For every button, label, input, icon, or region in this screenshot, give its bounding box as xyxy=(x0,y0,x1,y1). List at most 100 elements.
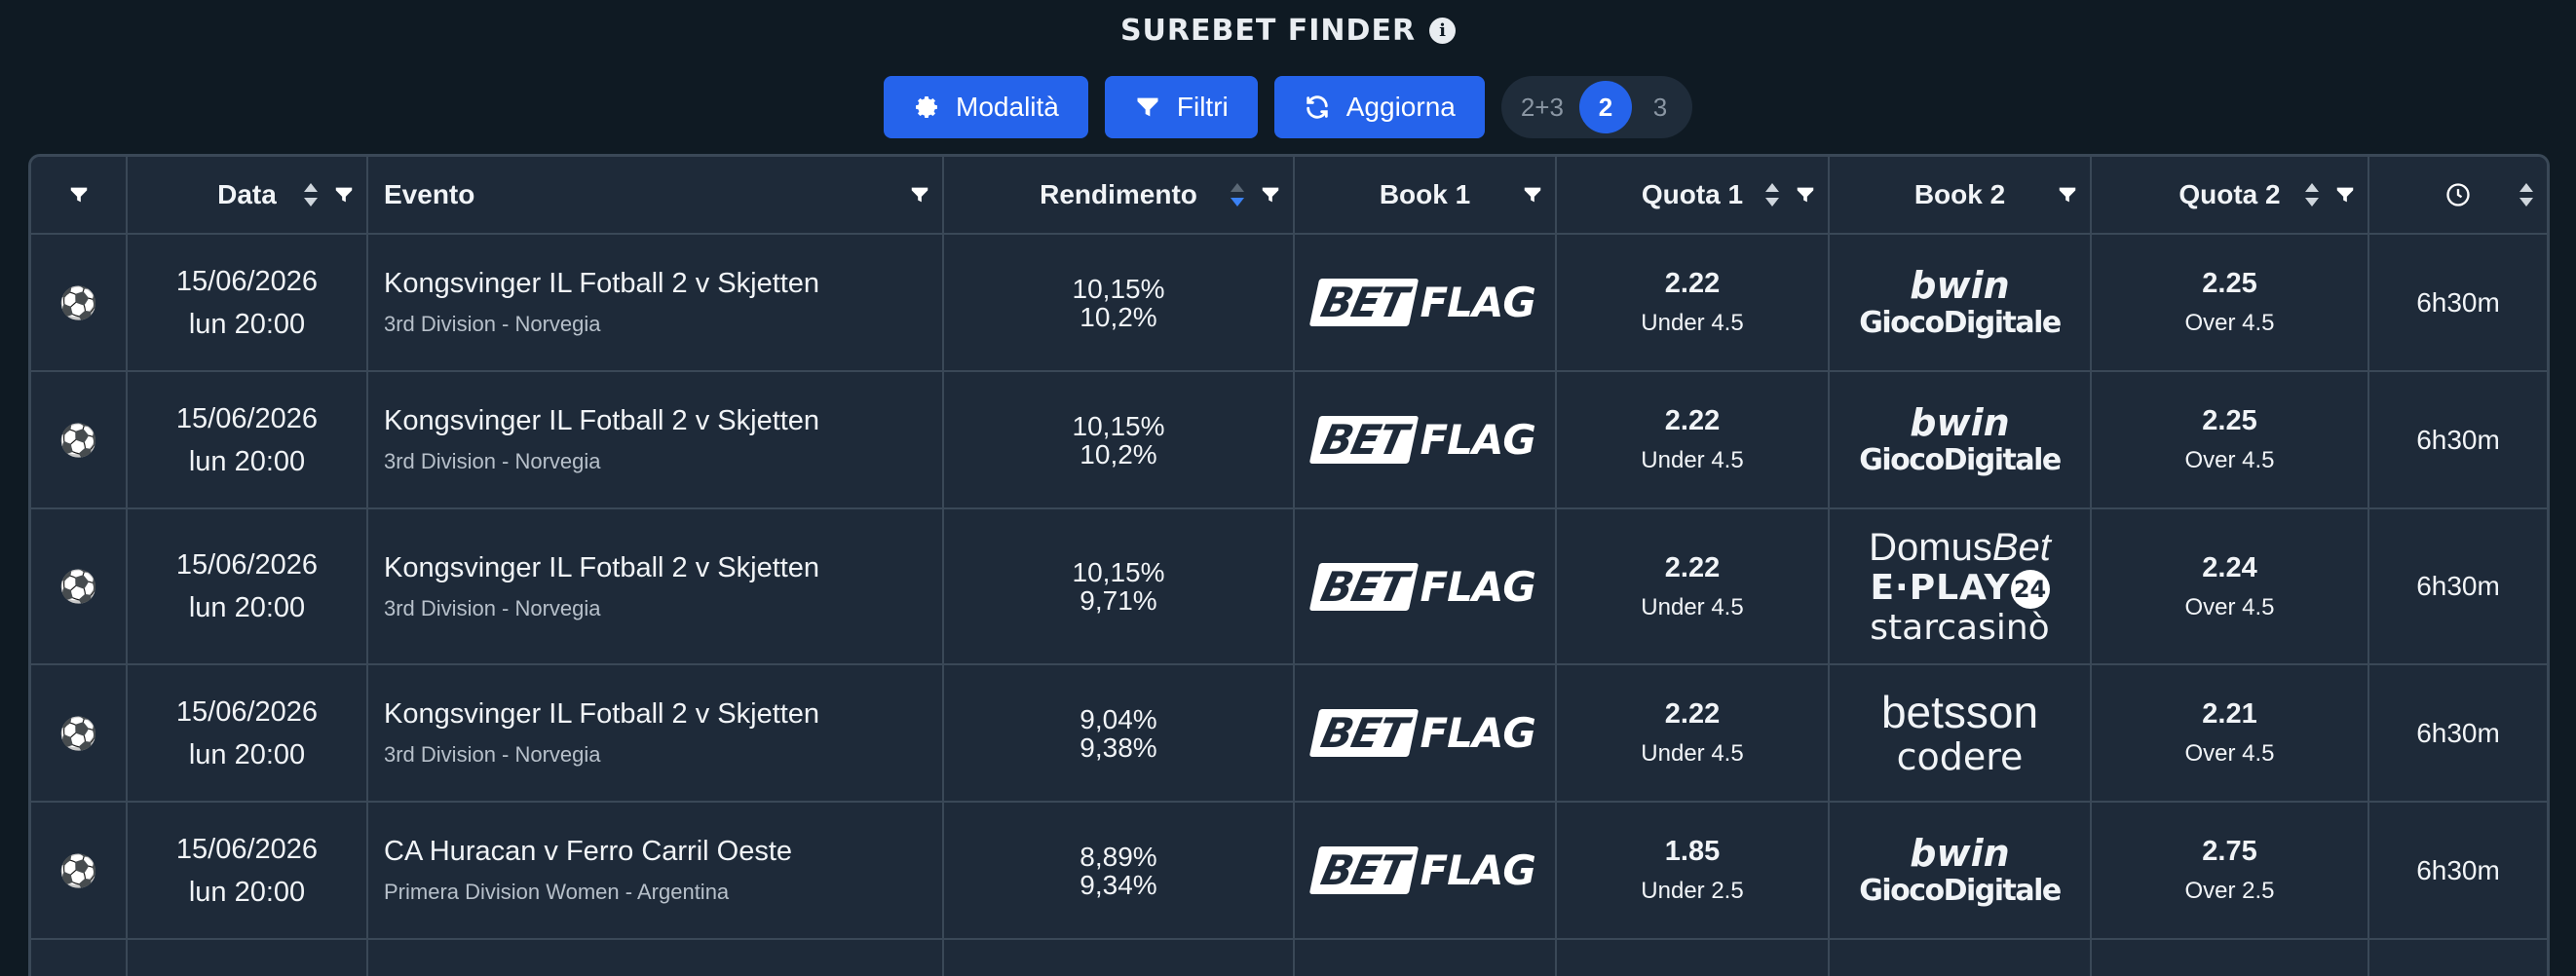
betflag-logo[interactable]: BET FLAG xyxy=(1308,846,1536,894)
event-name[interactable]: Kongsvinger IL Fotball 2 v Skjetten xyxy=(384,268,820,299)
time-remaining: 6h30m xyxy=(2368,234,2547,372)
quota1-market: Under 2.5 xyxy=(1641,878,1744,904)
event-date: 15/06/2026 xyxy=(175,695,319,728)
codere-logo[interactable]: codere xyxy=(1896,734,2024,778)
table-row[interactable]: ⚽ 15/06/2026 lun 20:00 Kongsvinger IL Fot… xyxy=(31,234,2547,372)
event-date: 15/06/2026 xyxy=(175,549,319,581)
giocodigitale-logo[interactable]: GiocoDigitale xyxy=(1859,305,2062,340)
filtri-button[interactable]: Filtri xyxy=(1104,76,1258,138)
event-league: 3rd Division - Norvegia xyxy=(384,595,601,620)
data-column-header[interactable]: Data xyxy=(127,157,368,235)
modalita-button[interactable]: Modalità xyxy=(884,76,1088,138)
event-time: lun 20:00 xyxy=(188,308,306,340)
soccer-ball-icon: ⚽ xyxy=(58,569,98,604)
clock-icon xyxy=(2446,183,2470,206)
soccer-ball-icon: ⚽ xyxy=(58,284,98,320)
bwin-logo[interactable]: bwin xyxy=(1910,401,2010,445)
event-name[interactable]: Kongsvinger IL Fotball 2 v Skjetten xyxy=(384,551,820,583)
rendimento-value-2: 9,38% xyxy=(1080,732,1157,763)
sort-icon[interactable] xyxy=(2518,181,2535,208)
bwin-logo[interactable]: bwin xyxy=(1910,264,2010,308)
sort-icon[interactable] xyxy=(302,181,320,208)
table-row[interactable]: ⚽ 15/06/2026 lun 20:00 Kongsvinger IL Fot… xyxy=(31,508,2547,665)
toolbar: Modalità Filtri Aggiorna 2+3 2 3 xyxy=(0,76,2576,138)
rendimento-header-label: Rendimento xyxy=(1040,179,1197,209)
sort-desc-icon[interactable] xyxy=(1229,181,1246,208)
book1-column-header[interactable]: Book 1 xyxy=(1294,157,1557,235)
quota2-column-header[interactable]: Quota 2 xyxy=(2091,157,2369,235)
filter-icon[interactable] xyxy=(1260,184,1281,206)
quota1-header-label: Quota 1 xyxy=(1641,179,1744,209)
time-remaining-column-header[interactable] xyxy=(2368,157,2547,235)
event-name[interactable]: Kongsvinger IL Fotball 2 v Skjetten xyxy=(384,405,820,436)
surebet-table: Data Evento Rendimento xyxy=(28,154,2550,976)
sort-icon[interactable] xyxy=(1763,181,1781,208)
filter-icon[interactable] xyxy=(909,184,930,206)
quota2-odd: 2.25 xyxy=(2202,268,2257,299)
betflag-logo[interactable]: BET FLAG xyxy=(1308,562,1536,611)
time-remaining: 6h30m xyxy=(2368,371,2547,509)
event-league: 3rd Division - Norvegia xyxy=(384,312,601,336)
modalita-label: Modalità xyxy=(956,92,1059,122)
event-time: lun 20:00 xyxy=(188,445,306,477)
giocodigitale-logo[interactable]: GiocoDigitale xyxy=(1859,442,2062,477)
quota1-column-header[interactable]: Quota 1 xyxy=(1556,157,1830,235)
betflag-logo[interactable]: BET FLAG xyxy=(1308,416,1536,464)
quota1-market: Under 4.5 xyxy=(1641,593,1744,620)
info-icon[interactable]: i xyxy=(1429,18,1457,44)
rendimento-value-1: 10,15% xyxy=(1072,557,1165,587)
quota2-market: Over 4.5 xyxy=(2184,310,2275,336)
event-league: 3rd Division - Norvegia xyxy=(384,449,601,473)
event-league: 3rd Division - Norvegia xyxy=(384,742,601,767)
table-row[interactable]: ⚽ 15/06/2026 lun 20:00 Kongsvinger IL Fot… xyxy=(31,664,2547,803)
filter-icon[interactable] xyxy=(333,184,355,206)
quota1-odd: 2.22 xyxy=(1664,698,1721,730)
soccer-ball-icon: ⚽ xyxy=(58,715,98,751)
event-name[interactable]: Kongsvinger IL Fotball 2 v Skjetten xyxy=(384,698,820,730)
segment-3[interactable]: 3 xyxy=(1652,92,1668,122)
filter-icon[interactable] xyxy=(2057,184,2078,206)
aggiorna-label: Aggiorna xyxy=(1345,92,1456,122)
rendimento-column-header[interactable]: Rendimento xyxy=(943,157,1295,235)
table-header-row: Data Evento Rendimento xyxy=(31,157,2547,235)
time-remaining: 6h30m xyxy=(2368,508,2547,665)
starcasino-logo[interactable]: starcasinò xyxy=(1870,607,2050,648)
event-league: Primera Division Women - Argentina xyxy=(384,880,730,904)
betflag-logo[interactable]: BET FLAG xyxy=(1308,709,1536,757)
book2-header-label: Book 2 xyxy=(1913,179,2006,209)
betflag-logo[interactable]: BET FLAG xyxy=(1308,279,1536,326)
filter-icon[interactable] xyxy=(2334,184,2356,206)
filter-icon[interactable] xyxy=(68,184,90,206)
giocodigitale-logo[interactable]: GiocoDigitale xyxy=(1859,873,2062,908)
quota1-odd: 2.22 xyxy=(1664,268,1721,299)
evento-column-header[interactable]: Evento xyxy=(367,157,944,235)
quota2-odd: 2.25 xyxy=(2202,405,2257,436)
table-row[interactable]: ⚽ 15/06/2026 lun 20:00 CA Huracan v Ferro… xyxy=(31,802,2547,940)
table-row[interactable] xyxy=(31,939,2547,976)
filter-icon[interactable] xyxy=(1522,184,1543,206)
event-date: 15/06/2026 xyxy=(175,265,319,297)
domusbet-logo[interactable]: DomusBet xyxy=(1869,525,2051,569)
book1-header-label: Book 1 xyxy=(1379,179,1471,209)
table-row[interactable]: ⚽ 15/06/2026 lun 20:00 Kongsvinger IL Fot… xyxy=(31,371,2547,509)
refresh-icon xyxy=(1307,95,1328,119)
segment-2plus3[interactable]: 2+3 xyxy=(1520,92,1564,122)
segment-2[interactable]: 2 xyxy=(1578,81,1632,133)
event-time: lun 20:00 xyxy=(188,592,306,623)
eplay24-logo[interactable]: E·PLAY 24 xyxy=(1830,568,2090,609)
aggiorna-button[interactable]: Aggiorna xyxy=(1273,76,1485,138)
filter-icon[interactable] xyxy=(1795,184,1816,206)
sort-icon[interactable] xyxy=(2303,181,2321,208)
quota1-market: Under 4.5 xyxy=(1641,310,1744,336)
rendimento-value-2: 9,71% xyxy=(1080,585,1157,616)
book2-column-header[interactable]: Book 2 xyxy=(1829,157,2092,235)
evento-header-label: Evento xyxy=(384,179,475,209)
betsson-logo[interactable]: betsson xyxy=(1880,687,2039,738)
rendimento-value-1: 10,15% xyxy=(1072,273,1165,304)
bwin-logo[interactable]: bwin xyxy=(1910,832,2010,876)
sport-column-header xyxy=(31,157,128,235)
event-name[interactable]: CA Huracan v Ferro Carril Oeste xyxy=(384,836,793,867)
event-date: 15/06/2026 xyxy=(175,402,319,434)
filtri-label: Filtri xyxy=(1176,92,1229,122)
quota2-header-label: Quota 2 xyxy=(2178,179,2281,209)
